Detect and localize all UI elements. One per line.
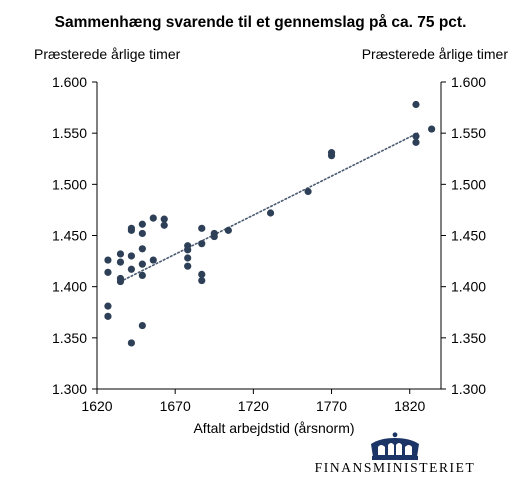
x-axis-title: Aftalt arbejdstid (årsnorm)	[193, 420, 354, 436]
y-tick-label-right: 1.300	[451, 381, 486, 397]
data-point	[210, 232, 218, 241]
data-point	[138, 321, 146, 330]
y-tick-label-right: 1.550	[451, 125, 486, 141]
data-point	[184, 262, 192, 270]
data-point	[138, 245, 146, 253]
y-tick-label-left: 1.350	[52, 330, 87, 346]
data-point	[198, 276, 206, 285]
data-point	[160, 221, 168, 229]
finansministeriet-logo: FINANSMINISTERIET	[300, 432, 490, 476]
crown-arch	[405, 445, 412, 455]
y-axis-title-right: Præsterede årlige timer	[362, 46, 509, 62]
data-point	[138, 271, 146, 280]
crown-orb	[392, 432, 398, 438]
data-point	[116, 277, 125, 286]
data-point	[198, 240, 206, 248]
trend-line	[119, 132, 419, 283]
x-tick-label: 1720	[238, 398, 269, 414]
y-axis-title-left: Præsterede årlige timer	[34, 46, 181, 62]
data-point	[224, 226, 232, 234]
data-point	[198, 224, 206, 232]
y-tick-label-left: 1.500	[52, 176, 87, 192]
y-tick-label-right: 1.600	[451, 74, 486, 90]
data-point	[138, 220, 146, 228]
crown-arch	[378, 445, 385, 455]
data-point	[149, 256, 157, 264]
y-tick-label-left: 1.600	[52, 74, 87, 90]
y-tick-label-left: 1.450	[52, 228, 87, 244]
data-point	[412, 100, 420, 109]
data-point	[104, 302, 112, 310]
chart-title: Sammenhæng svarende til et gennemslag på…	[54, 14, 467, 31]
data-point	[198, 270, 206, 278]
data-point	[428, 125, 436, 133]
data-point	[104, 256, 112, 264]
data-point	[104, 312, 112, 320]
data-point	[127, 265, 135, 273]
logo-text: FINANSMINISTERIET	[314, 460, 476, 475]
y-tick-label-right: 1.450	[451, 228, 486, 244]
crown-arch	[396, 443, 402, 455]
data-point	[149, 214, 157, 222]
data-point	[412, 132, 420, 140]
y-tick-label-right: 1.400	[451, 279, 486, 295]
data-point	[184, 246, 192, 254]
data-point	[116, 258, 125, 266]
crown-arch	[388, 443, 394, 455]
data-point	[138, 229, 146, 238]
data-point	[104, 268, 112, 276]
data-point	[127, 252, 135, 260]
y-tick-label-left: 1.550	[52, 125, 87, 141]
x-tick-label: 1670	[160, 398, 191, 414]
crown-band	[372, 456, 418, 460]
y-tick-label-right: 1.500	[451, 176, 486, 192]
data-point	[127, 339, 135, 347]
data-point	[412, 138, 420, 146]
data-point	[160, 215, 168, 223]
y-tick-label-right: 1.350	[451, 330, 486, 346]
data-point	[138, 260, 146, 268]
data-point	[116, 250, 125, 258]
crown-icon	[371, 432, 419, 460]
y-tick-label-left: 1.300	[52, 381, 87, 397]
data-point	[327, 152, 336, 160]
data-point	[184, 254, 192, 262]
data-point	[127, 226, 135, 234]
x-tick-label: 1820	[394, 398, 425, 414]
data-point	[304, 187, 312, 196]
y-tick-label-left: 1.400	[52, 279, 87, 295]
data-point	[266, 209, 275, 217]
x-tick-label: 1620	[81, 398, 112, 414]
x-tick-label: 1770	[316, 398, 347, 414]
